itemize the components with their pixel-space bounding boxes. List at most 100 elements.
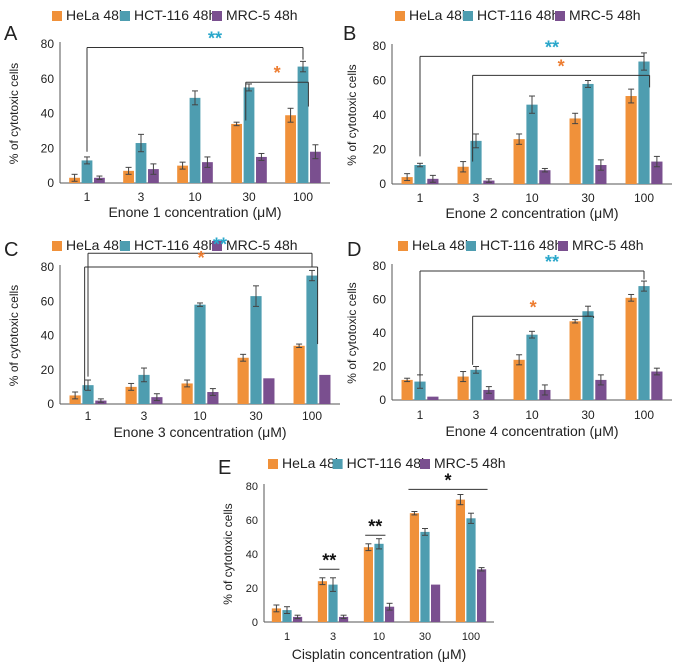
x-tick-label: 1 xyxy=(85,409,92,423)
y-tick-label: 20 xyxy=(373,360,387,374)
bar-hct-116-10 xyxy=(374,543,384,622)
bar-mrc-5-30 xyxy=(430,584,441,622)
error-bar xyxy=(204,156,211,168)
bar-hct-116-3 xyxy=(135,143,147,183)
legend-label-2: MRC-5 48h xyxy=(226,7,298,23)
legend-swatch-1 xyxy=(466,241,476,251)
error-bar xyxy=(330,577,336,592)
significance-2: * xyxy=(408,470,488,490)
significance-label: ** xyxy=(322,550,336,570)
y-tick-label: 0 xyxy=(47,176,54,190)
legend-swatch-2 xyxy=(212,11,222,21)
bar-mrc-5-1 xyxy=(94,177,105,183)
error-bar xyxy=(541,384,548,396)
error-bar xyxy=(192,90,198,106)
bar-mrc-5-30 xyxy=(256,156,267,183)
bar-mrc-5-100 xyxy=(651,371,663,400)
legend-label-0: HeLa 48h xyxy=(66,237,127,253)
significance-0: ** xyxy=(419,252,645,377)
legend-label-2: MRC-5 48h xyxy=(434,455,506,471)
y-tick-label: 0 xyxy=(252,617,258,629)
legend-label-1: HCT-116 48h xyxy=(134,7,216,23)
y-tick-label: 20 xyxy=(373,143,387,157)
bar-hct-116-1 xyxy=(282,610,292,622)
y-tick-label: 80 xyxy=(41,37,55,51)
bar-mrc-5-30 xyxy=(595,165,607,184)
bar-hct-116-100 xyxy=(466,518,476,622)
bar-hela-10 xyxy=(181,383,193,404)
legend: HeLa 48h HCT-116 48h MRC-5 48h xyxy=(395,7,641,23)
bar-hct-116-3 xyxy=(138,374,150,404)
bar-hela-30 xyxy=(231,123,242,183)
bar-hct-116-3 xyxy=(470,369,482,400)
bar-hct-116-100 xyxy=(638,61,650,184)
x-tick-label: 30 xyxy=(419,631,431,643)
x-tick-label: 1 xyxy=(84,190,91,204)
error-bar xyxy=(641,280,647,292)
y-axis-title: % of cytotoxic cells xyxy=(345,64,359,165)
panel-letter-c: C xyxy=(4,239,18,261)
error-bar xyxy=(653,367,660,376)
legend-swatch-1 xyxy=(332,459,343,469)
error-bar xyxy=(572,112,579,125)
bar-hela-30 xyxy=(409,513,420,622)
y-tick-label: 20 xyxy=(246,583,258,595)
legend-label-2: MRC-5 48h xyxy=(572,237,644,253)
error-bar xyxy=(284,606,290,614)
bar-hct-116-1 xyxy=(414,165,426,184)
bar-hela-100 xyxy=(293,345,305,404)
significance-1: * xyxy=(472,297,595,365)
bar-hela-3 xyxy=(125,386,137,404)
x-tick-label: 3 xyxy=(330,631,336,643)
error-bar xyxy=(128,382,135,391)
bar-hela-3 xyxy=(457,376,469,400)
bar-mrc-5-100 xyxy=(310,151,321,183)
error-bar xyxy=(485,386,492,394)
legend-label-0: HeLa 48h xyxy=(409,7,470,23)
bar-hela-30 xyxy=(237,357,249,404)
x-tick-label: 30 xyxy=(242,190,256,204)
error-bar xyxy=(597,374,604,386)
error-bar xyxy=(386,602,393,611)
error-bar xyxy=(240,353,247,362)
bar-hela-10 xyxy=(513,139,525,184)
error-bar xyxy=(460,161,467,173)
significance-label: * xyxy=(198,248,205,268)
legend-label-0: HeLa 48h xyxy=(66,7,127,23)
error-bar xyxy=(233,121,240,127)
bar-hela-1 xyxy=(271,608,282,622)
x-tick-label: 30 xyxy=(581,408,595,422)
x-axis-title: Enone 3 concentration (μM) xyxy=(113,424,286,440)
error-bar xyxy=(319,577,326,586)
bar-hela-10 xyxy=(513,359,525,400)
legend-swatch-2 xyxy=(558,241,568,251)
x-tick-label: 100 xyxy=(634,408,654,422)
error-bar xyxy=(258,152,265,161)
error-bar xyxy=(457,494,464,506)
significance-label: ** xyxy=(368,516,382,536)
legend-swatch-0 xyxy=(395,11,405,21)
bar-hct-116-1 xyxy=(82,385,94,404)
error-bar xyxy=(340,614,347,620)
y-tick-label: 60 xyxy=(41,294,55,308)
error-bar xyxy=(460,371,467,383)
y-tick-label: 20 xyxy=(41,141,55,155)
panel-c: C HeLa 48h HCT-116 48h MRC-5 48h 0 20 40 60 80 % … xyxy=(4,234,340,440)
error-bar xyxy=(300,60,306,73)
y-tick-label: 0 xyxy=(379,393,386,407)
error-bar xyxy=(71,173,78,182)
significance-0: ** xyxy=(319,550,340,570)
bar-hct-116-10 xyxy=(194,304,206,404)
bar-mrc-5-1 xyxy=(292,616,303,622)
significance-label: * xyxy=(530,297,537,317)
panel-a: A HeLa 48h HCT-116 48h MRC-5 48h 0 20 40 60 80 % … xyxy=(4,7,330,220)
bar-hela-30 xyxy=(569,118,581,184)
bar-hela-3 xyxy=(317,581,328,622)
significance-0: ** xyxy=(87,234,313,377)
legend: HeLa 48h HCT-116 48h MRC-5 48h xyxy=(52,237,298,253)
y-axis-title: % of cytotoxic cells xyxy=(7,63,21,164)
significance-1: * xyxy=(84,248,319,391)
significance-label: ** xyxy=(545,252,559,272)
error-bar xyxy=(628,293,635,302)
error-bar xyxy=(417,162,423,168)
